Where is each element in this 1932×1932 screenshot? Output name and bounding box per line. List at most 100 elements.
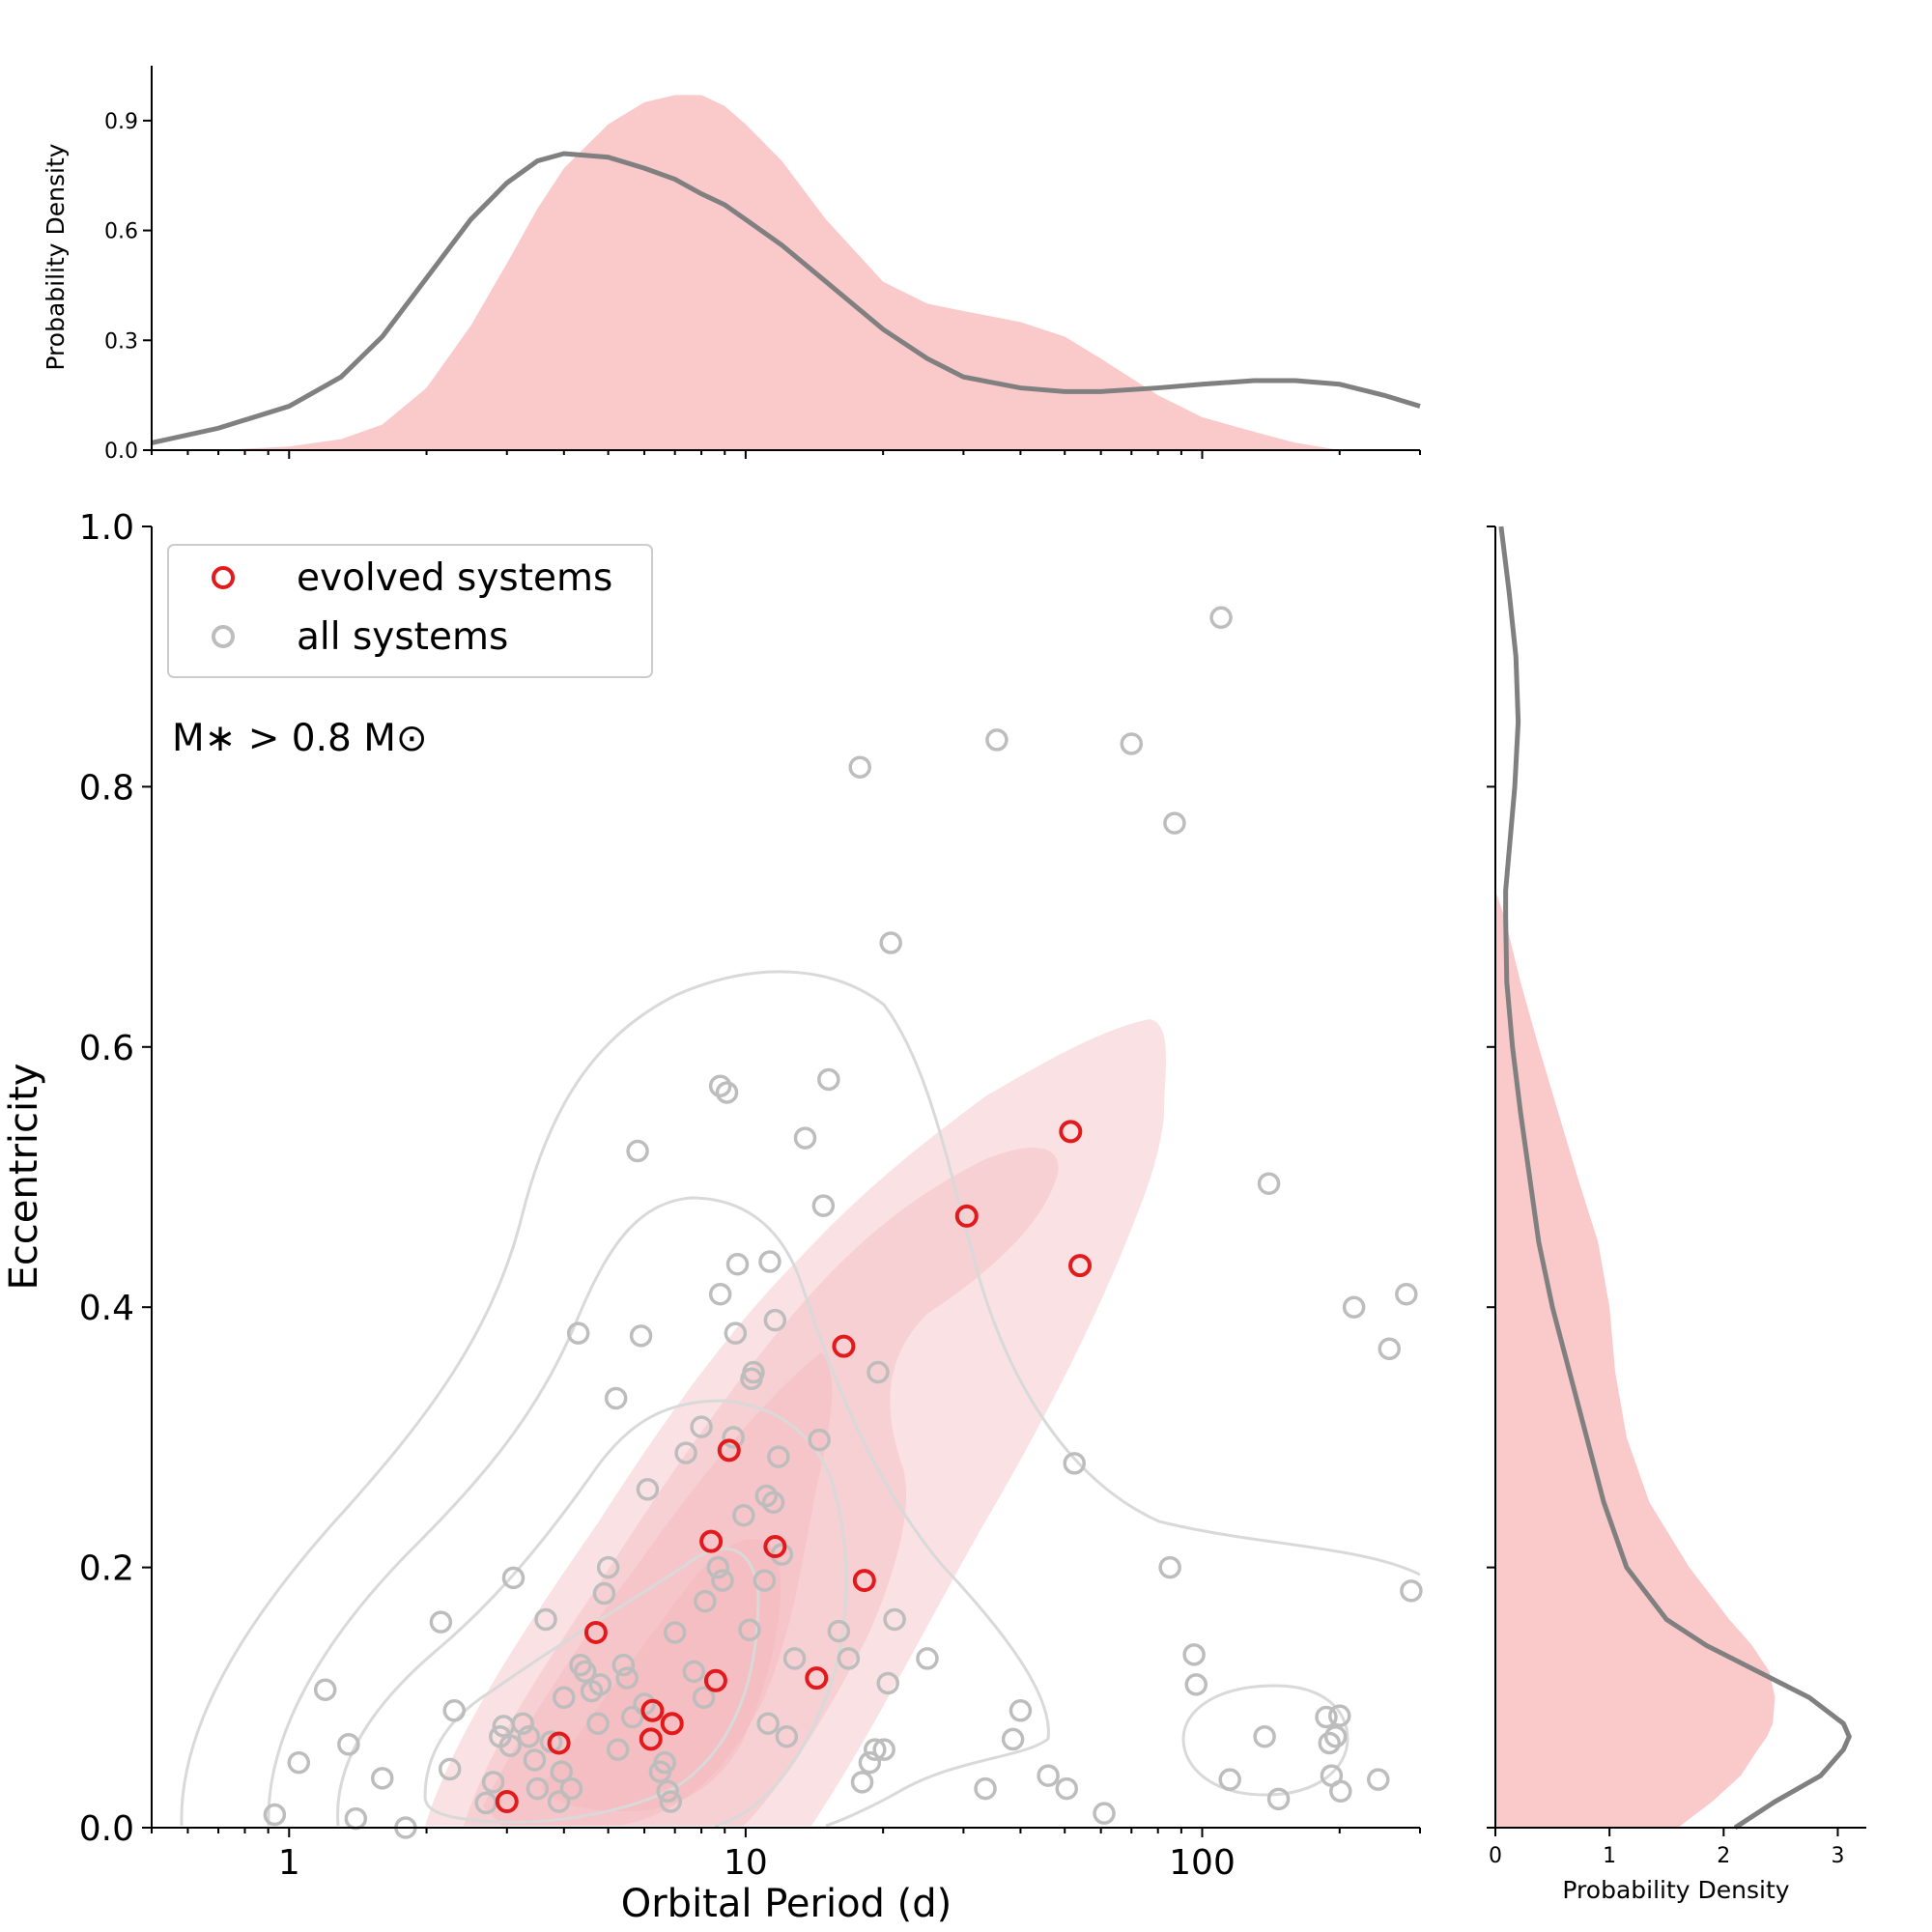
legend-label-all: all systems xyxy=(297,615,508,659)
top-evolved-density-fill xyxy=(152,95,1420,451)
all-systems-point xyxy=(827,1619,851,1643)
all-systems-point xyxy=(517,1724,541,1748)
all-systems-point xyxy=(523,1748,547,1772)
all-systems-point xyxy=(438,1757,462,1781)
all-systems-point xyxy=(985,728,1009,752)
all-systems-point xyxy=(692,1686,716,1710)
all-systems-point xyxy=(711,1569,734,1592)
main-y-tick-label: 0.6 xyxy=(79,1029,134,1068)
right-marginal-xlabel: Probability Density xyxy=(1562,1876,1789,1904)
all-systems-point xyxy=(708,1282,732,1306)
all-systems-point xyxy=(974,1776,997,1801)
all-systems-point xyxy=(659,1790,682,1813)
all-systems-point xyxy=(775,1724,799,1748)
all-systems-point xyxy=(498,1734,522,1757)
all-systems-point xyxy=(1318,1731,1341,1755)
right-x-tick-label: 3 xyxy=(1831,1844,1844,1868)
all-systems-point xyxy=(1009,1699,1033,1722)
evolved-systems-point xyxy=(660,1712,684,1736)
all-systems-point xyxy=(534,1607,557,1632)
top-y-tick-label: 0.6 xyxy=(104,220,138,244)
all-systems-point xyxy=(724,1321,748,1345)
all-systems-point xyxy=(547,1790,571,1813)
evolved-systems-point xyxy=(832,1334,856,1358)
all-systems-point xyxy=(1209,606,1233,630)
all-systems-point xyxy=(1184,1673,1208,1696)
all-systems-point xyxy=(1055,1776,1079,1801)
all-systems-point xyxy=(370,1767,394,1790)
top-y-tick-label: 0.9 xyxy=(104,110,138,134)
evolved-systems-point xyxy=(639,1727,663,1751)
main-y-tick-label: 0.8 xyxy=(79,768,134,808)
all-systems-point xyxy=(287,1750,311,1775)
stellar-mass-annotation: M∗ > 0.8 M⊙ xyxy=(172,717,428,760)
right-x-tick-label: 0 xyxy=(1489,1844,1502,1868)
all-systems-point xyxy=(1378,1337,1401,1361)
all-contour-level-4 xyxy=(423,1547,760,1824)
all-systems-point xyxy=(1182,1643,1206,1666)
all-systems-point xyxy=(754,1484,779,1508)
all-systems-point xyxy=(756,1712,780,1735)
contour-layer xyxy=(180,970,1420,1828)
main-xlabel: Orbital Period (d) xyxy=(621,1882,952,1926)
evolved-systems-point xyxy=(495,1790,519,1814)
right-all-density-line xyxy=(1498,526,1853,1831)
all-systems-point xyxy=(337,1733,360,1756)
all-systems-point xyxy=(313,1678,337,1701)
all-systems-point xyxy=(586,1712,610,1735)
all-systems-point xyxy=(761,1491,785,1514)
main-ylabel: Eccentricity xyxy=(2,1064,46,1291)
all-systems-point xyxy=(722,1426,745,1449)
all-systems-point xyxy=(850,1771,874,1794)
right-evolved-density-fill xyxy=(1495,526,1776,1828)
all-systems-point xyxy=(511,1712,534,1735)
all-systems-point xyxy=(344,1806,368,1831)
all-systems-point xyxy=(1158,1555,1181,1579)
main-y-tick-label: 1.0 xyxy=(79,508,134,548)
all-systems-point xyxy=(501,1566,526,1590)
all-systems-point xyxy=(1120,732,1144,755)
all-systems-point xyxy=(442,1699,466,1722)
evolved-systems-points xyxy=(495,1120,1093,1814)
all-systems-point xyxy=(694,1589,717,1613)
all-systems-point xyxy=(1323,1724,1348,1748)
all-systems-point xyxy=(1328,1704,1351,1727)
main-x-tick-label: 1 xyxy=(278,1843,300,1883)
evolved-systems-point xyxy=(763,1535,787,1559)
top-all-density-line xyxy=(151,151,1421,445)
legend-marker-all xyxy=(212,625,235,648)
all-systems-point xyxy=(767,1445,790,1468)
all-systems-point xyxy=(636,1478,660,1501)
all-systems-point xyxy=(611,1653,636,1677)
right-marginal-panel: 0 1 2 3 Probability Density xyxy=(1487,526,1866,1904)
legend-label-evolved: evolved systems xyxy=(297,556,612,600)
all-systems-point xyxy=(653,1750,676,1775)
right-x-tick-label: 1 xyxy=(1603,1844,1616,1868)
all-systems-point xyxy=(1329,1779,1352,1804)
main-y-tick-label: 0.4 xyxy=(79,1289,134,1328)
all-systems-point xyxy=(604,1386,628,1410)
all-systems-point xyxy=(1163,811,1186,835)
evolved-contour-level-3 xyxy=(483,1352,833,1826)
main-y-tick-label: 0.0 xyxy=(79,1809,134,1849)
all-systems-point xyxy=(793,1126,817,1150)
all-contour-level-1 xyxy=(180,970,1420,1827)
evolved-systems-point xyxy=(703,1668,727,1692)
main-y-tick-label: 0.2 xyxy=(79,1549,134,1589)
all-systems-point xyxy=(758,1250,781,1273)
all-systems-point xyxy=(808,1428,831,1452)
all-systems-point xyxy=(566,1321,590,1345)
all-systems-point xyxy=(663,1621,687,1644)
all-systems-point xyxy=(738,1618,761,1642)
all-systems-point xyxy=(1253,1724,1276,1748)
all-systems-point xyxy=(263,1803,287,1827)
all-systems-point xyxy=(848,755,871,779)
all-systems-point xyxy=(837,1647,861,1670)
evolved-systems-point xyxy=(1068,1254,1093,1278)
all-systems-point xyxy=(1218,1768,1241,1791)
all-systems-point xyxy=(1093,1802,1116,1825)
evolved-systems-point xyxy=(717,1438,741,1463)
all-systems-point xyxy=(1001,1727,1025,1751)
all-systems-point xyxy=(690,1415,713,1438)
